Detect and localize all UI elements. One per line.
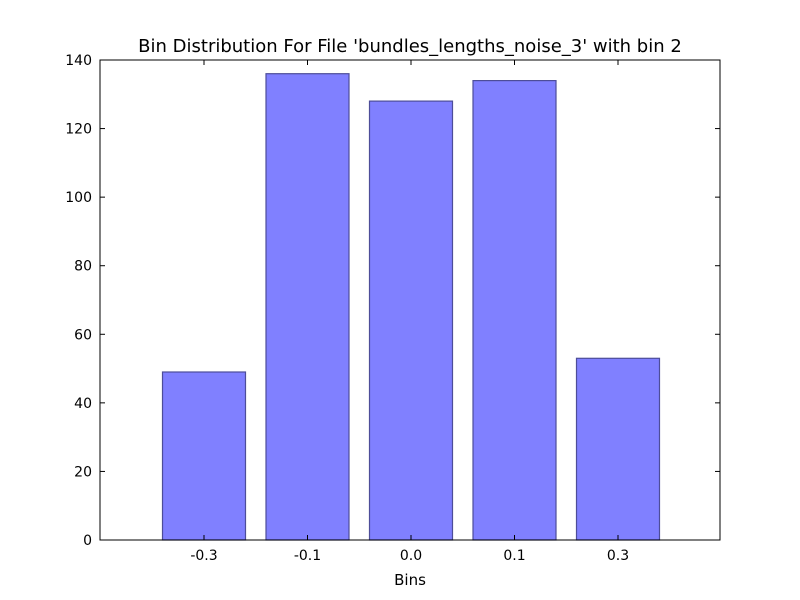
bars-layer bbox=[161, 73, 661, 541]
x-axis: -0.3 -0.1 0.0 0.1 0.3 bbox=[190, 60, 629, 564]
y-tick-label: 140 bbox=[65, 53, 92, 69]
x-axis-label: Bins bbox=[394, 571, 426, 589]
x-tick-label: -0.3 bbox=[190, 548, 217, 564]
bar--0.3 bbox=[161, 371, 247, 541]
x-tick-label: 0.3 bbox=[607, 548, 629, 564]
chart-title: Bin Distribution For File 'bundles_lengt… bbox=[138, 36, 682, 57]
x-tick-label: -0.1 bbox=[294, 548, 321, 564]
bar--0.1 bbox=[265, 73, 350, 541]
bar-0.1 bbox=[472, 79, 557, 541]
y-tick-label: 60 bbox=[74, 327, 92, 343]
y-tick-label: 0 bbox=[83, 533, 92, 549]
y-tick-label: 120 bbox=[65, 122, 92, 138]
y-tick-label: 40 bbox=[74, 396, 92, 412]
bar-0.3 bbox=[575, 357, 661, 541]
y-axis: 0 20 40 60 80 100 120 140 bbox=[65, 53, 720, 549]
plot-frame bbox=[99, 59, 721, 541]
bar-0.0 bbox=[368, 100, 454, 541]
y-tick-label: 80 bbox=[74, 259, 92, 275]
y-tick-label: 20 bbox=[74, 464, 92, 480]
x-tick-label: 0.1 bbox=[503, 548, 525, 564]
y-tick-label: 100 bbox=[65, 190, 92, 206]
x-tick-label: 0.0 bbox=[400, 548, 422, 564]
